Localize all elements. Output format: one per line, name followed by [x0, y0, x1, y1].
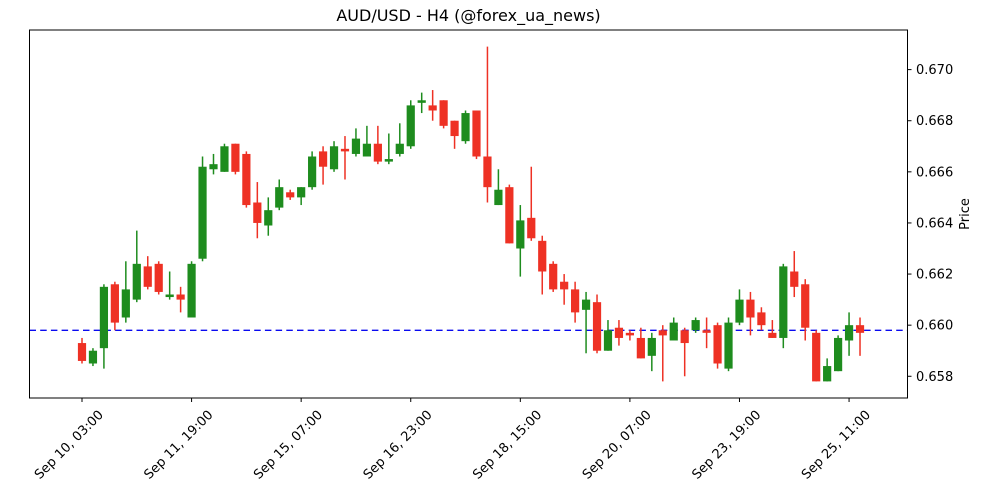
candle-body	[505, 187, 514, 244]
y-tick-label: 0.666	[916, 165, 953, 180]
candle-body	[318, 151, 328, 167]
candle-body	[614, 327, 624, 338]
candle-body	[581, 299, 591, 310]
candle-body	[308, 156, 317, 188]
candle-body	[231, 143, 240, 172]
candle-body	[713, 325, 722, 364]
candle-body	[757, 312, 766, 326]
candle-body	[176, 294, 185, 300]
candle-body	[571, 289, 580, 313]
y-tick-label: 0.658	[916, 370, 953, 385]
candle-body	[823, 366, 832, 382]
candle-body	[724, 322, 733, 369]
candle-body	[99, 286, 109, 349]
candle-body	[691, 320, 700, 331]
candle-body	[768, 332, 777, 338]
candle-body	[549, 263, 558, 290]
chart-title: AUD/USD - H4 (@forex_ua_news)	[336, 6, 601, 25]
candle-body	[483, 156, 492, 188]
candle-body	[603, 330, 613, 351]
candle-body	[132, 263, 141, 300]
candle-body	[198, 166, 207, 259]
candle-body	[88, 350, 98, 364]
candle-body	[461, 113, 470, 142]
candle-body	[625, 332, 634, 336]
candle-body	[647, 337, 656, 356]
candle-body	[812, 332, 821, 382]
x-tick-label: Sep 25, 11:00	[799, 408, 874, 483]
candle-body	[658, 330, 667, 336]
candle-body	[187, 263, 196, 318]
candle-body	[242, 153, 251, 206]
x-tick-label: Sep 18, 15:00	[470, 408, 545, 483]
y-tick-label: 0.668	[916, 114, 953, 129]
candle-body	[384, 159, 393, 162]
candle-body	[527, 217, 536, 239]
y-tick-label: 0.664	[916, 216, 953, 231]
candle-body	[735, 299, 744, 323]
candle-body	[428, 105, 437, 111]
x-tick-label: Sep 23, 19:00	[689, 408, 764, 483]
candle-body	[494, 189, 503, 206]
candle-body	[209, 164, 218, 170]
candle-body	[154, 263, 163, 292]
y-tick-label: 0.670	[916, 63, 953, 78]
y-tick-label: 0.660	[916, 319, 953, 334]
candle-body	[329, 146, 339, 170]
candle-body	[373, 143, 382, 162]
candle-body	[844, 325, 854, 341]
candle-body	[834, 337, 843, 372]
candle-body	[220, 146, 229, 172]
candle-body	[592, 302, 602, 351]
candle-body	[439, 100, 448, 126]
candle-body	[165, 294, 174, 298]
candle-body	[77, 343, 87, 361]
candle-body	[297, 187, 306, 198]
candle-body	[286, 192, 295, 198]
candle-body	[560, 281, 569, 290]
candle-body	[275, 187, 284, 208]
price-axis-label: Price	[958, 198, 973, 230]
candle-body	[855, 325, 865, 333]
candle-body	[790, 271, 799, 287]
candle-body	[680, 330, 689, 344]
candle-body	[702, 330, 711, 333]
candle-body	[362, 143, 372, 157]
candle-body	[395, 143, 404, 154]
candle-body	[472, 110, 481, 157]
candle-body	[669, 322, 678, 341]
candle-body	[801, 284, 810, 328]
candle-body	[110, 284, 119, 323]
candle-body	[538, 240, 547, 272]
plot-frame	[29, 29, 908, 399]
candle-body	[264, 210, 273, 226]
y-tick-label: 0.662	[916, 268, 953, 283]
candle-body	[450, 120, 459, 137]
x-tick-label: Sep 16, 23:00	[361, 408, 436, 483]
candle-body	[746, 299, 755, 318]
candle-body	[351, 138, 361, 154]
x-tick-label: Sep 15, 07:00	[251, 408, 326, 483]
candle-body	[340, 148, 350, 152]
x-tick-label: Sep 20, 07:00	[580, 408, 655, 483]
candle-body	[253, 202, 262, 223]
candle-body	[417, 100, 426, 103]
candle-body	[636, 337, 645, 359]
candle-body	[516, 220, 525, 249]
candle-body	[406, 105, 415, 147]
candle-body	[143, 266, 152, 287]
candle-body	[121, 289, 130, 318]
x-tick-label: Sep 10, 03:00	[32, 408, 107, 483]
candle-body	[779, 266, 788, 338]
x-tick-label: Sep 11, 19:00	[142, 408, 217, 483]
